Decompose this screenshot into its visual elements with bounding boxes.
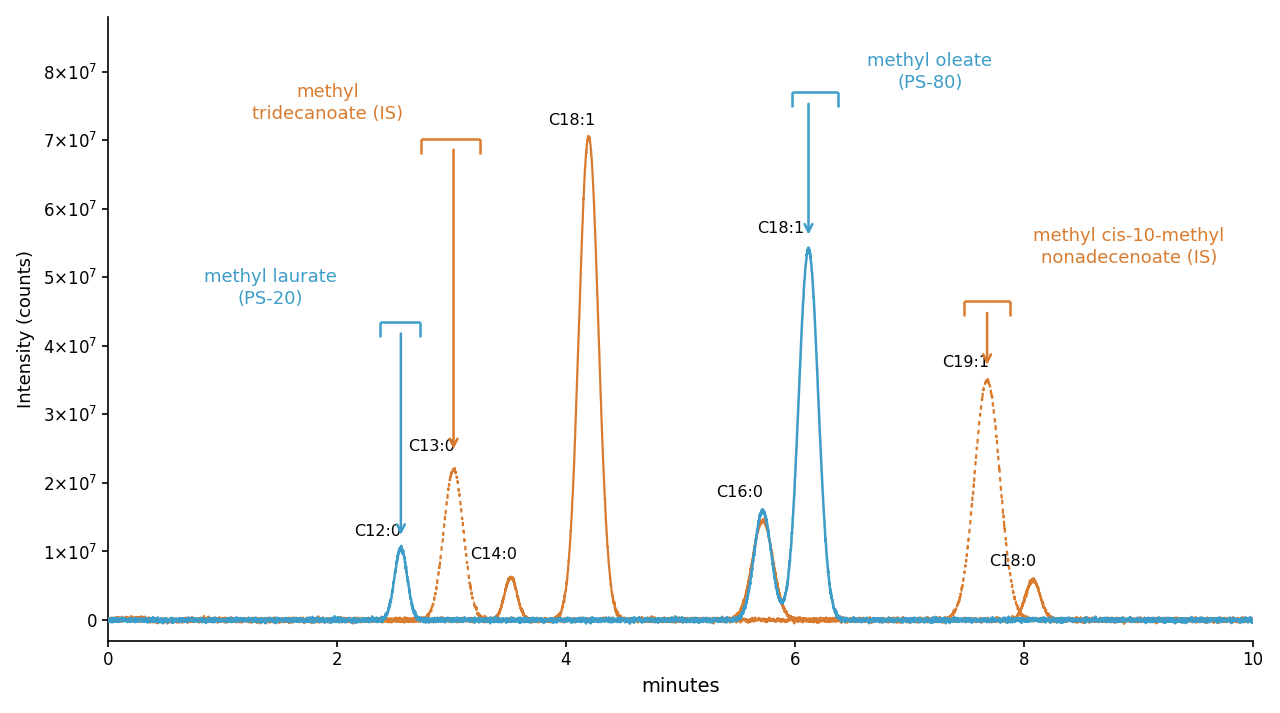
- Text: C18:1: C18:1: [758, 221, 805, 236]
- Y-axis label: Intensity (counts): Intensity (counts): [17, 250, 35, 408]
- Text: C14:0: C14:0: [470, 547, 517, 562]
- Text: C16:0: C16:0: [717, 485, 763, 500]
- Text: methyl cis-10-methyl
nonadecenoate (IS): methyl cis-10-methyl nonadecenoate (IS): [1033, 227, 1225, 267]
- Text: C13:0: C13:0: [408, 439, 456, 454]
- Text: methyl
tridecanoate (IS): methyl tridecanoate (IS): [252, 83, 403, 123]
- Text: methyl laurate
(PS-20): methyl laurate (PS-20): [204, 268, 337, 308]
- X-axis label: minutes: minutes: [641, 677, 719, 697]
- Text: C12:0: C12:0: [355, 524, 402, 539]
- Text: C18:1: C18:1: [548, 113, 595, 128]
- Text: C19:1: C19:1: [942, 355, 989, 370]
- Text: C18:0: C18:0: [988, 553, 1036, 568]
- Text: methyl oleate
(PS-80): methyl oleate (PS-80): [868, 52, 992, 92]
